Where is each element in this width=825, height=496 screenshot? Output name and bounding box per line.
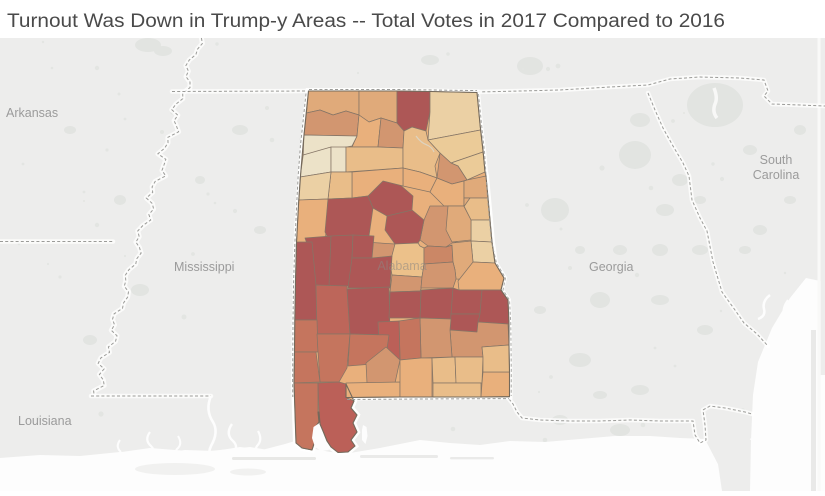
svg-text:Turnout Was Down in Trump-y Ar: Turnout Was Down in Trump-y Areas -- Tot… <box>7 11 725 32</box>
svg-text:Georgia: Georgia <box>589 260 634 274</box>
svg-text:Louisiana: Louisiana <box>18 414 72 428</box>
svg-text:Alabama: Alabama <box>377 259 426 273</box>
svg-text:Carolina: Carolina <box>753 168 800 182</box>
svg-text:Arkansas: Arkansas <box>6 106 58 120</box>
svg-text:Mississippi: Mississippi <box>174 260 234 274</box>
svg-text:South: South <box>760 153 793 167</box>
